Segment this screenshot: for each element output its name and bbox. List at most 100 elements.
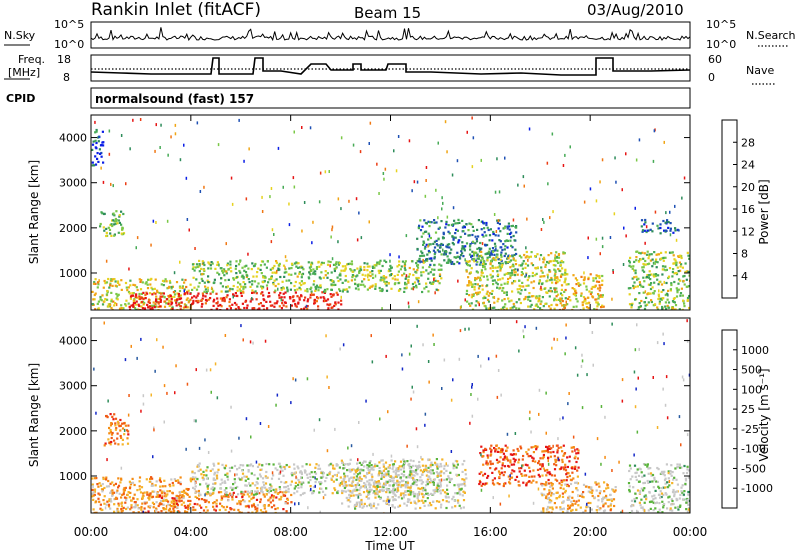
- data-point: [159, 146, 161, 149]
- data-point: [185, 447, 187, 451]
- data-point: [214, 362, 217, 366]
- data-point: [495, 230, 498, 233]
- data-point: [652, 261, 655, 265]
- data-point: [596, 437, 599, 441]
- data-point: [405, 234, 408, 238]
- data-point: [425, 179, 427, 182]
- data-point: [417, 499, 419, 503]
- nsky-tick-hi: 10^5: [54, 18, 84, 31]
- data-point: [498, 190, 501, 194]
- colorbar-tick-label: -500: [741, 462, 766, 475]
- data-point: [609, 236, 612, 239]
- data-point: [557, 457, 560, 461]
- data-point: [442, 248, 444, 252]
- data-point: [547, 182, 549, 186]
- data-point: [612, 269, 614, 272]
- data-point: [458, 357, 461, 361]
- data-point: [680, 443, 682, 447]
- data-point: [293, 185, 296, 189]
- power-axes: 1000 2000 3000 4000: [59, 115, 691, 310]
- data-point: [273, 233, 275, 236]
- data-point: [294, 378, 297, 382]
- data-point: [568, 392, 570, 395]
- data-point: [120, 134, 123, 137]
- data-point: [372, 452, 374, 456]
- data-point: [596, 511, 598, 513]
- data-point: [446, 150, 448, 154]
- data-point: [142, 510, 145, 513]
- data-point: [481, 242, 484, 246]
- data-point: [636, 430, 639, 434]
- colorbar-tick-label: 4: [741, 270, 748, 283]
- data-point: [494, 190, 497, 194]
- data-point: [599, 252, 601, 256]
- data-point: [509, 474, 511, 478]
- data-point: [433, 343, 435, 346]
- data-point: [621, 399, 624, 403]
- data-point: [618, 460, 620, 464]
- data-point: [277, 287, 279, 291]
- data-point: [625, 234, 627, 238]
- colorbar-tick-label: 8: [741, 248, 748, 261]
- nsky-panel-frame: [90, 21, 691, 49]
- data-point: [240, 324, 242, 328]
- power-ylabel: Slant Range [km]: [27, 160, 41, 264]
- data-point: [528, 127, 531, 131]
- data-point: [576, 373, 579, 377]
- data-point: [548, 491, 550, 495]
- data-point: [195, 419, 197, 423]
- data-point: [397, 135, 400, 138]
- data-point: [248, 505, 250, 509]
- nsearch-tick-hi: 10^5: [706, 18, 736, 31]
- data-point: [136, 356, 138, 360]
- data-point: [569, 145, 571, 149]
- data-point: [325, 334, 327, 338]
- data-point: [405, 274, 408, 278]
- nsearch-tick-lo: 10^0: [706, 38, 736, 51]
- data-point: [163, 384, 166, 388]
- data-point: [312, 220, 314, 224]
- data-point: [204, 493, 206, 497]
- data-point: [318, 200, 321, 204]
- data-point: [230, 405, 232, 409]
- data-point: [422, 258, 424, 262]
- data-point: [260, 486, 263, 490]
- data-point: [638, 138, 641, 142]
- data-point: [334, 427, 336, 431]
- nsky-tick-lo: 10^0: [54, 38, 84, 51]
- data-point: [662, 387, 664, 391]
- data-point: [416, 180, 419, 184]
- time-tick-label: 16:00: [473, 525, 508, 539]
- data-point: [674, 204, 676, 208]
- data-point: [112, 184, 114, 188]
- data-point: [493, 296, 496, 299]
- data-point: [634, 206, 636, 210]
- data-point: [104, 506, 107, 510]
- data-point: [174, 391, 176, 395]
- data-point: [442, 201, 444, 205]
- data-point: [135, 246, 137, 250]
- data-point: [600, 405, 603, 408]
- data-point: [105, 259, 108, 263]
- data-region: [141, 489, 293, 513]
- data-point: [319, 510, 321, 513]
- data-point: [154, 149, 156, 153]
- data-point: [495, 247, 497, 251]
- data-point: [195, 368, 197, 372]
- data-point: [652, 159, 655, 163]
- data-point: [368, 220, 370, 224]
- data-point: [328, 386, 330, 389]
- data-point: [636, 509, 638, 513]
- data-point: [408, 305, 410, 309]
- data-point: [574, 346, 577, 350]
- data-region: [103, 413, 130, 447]
- data-point: [398, 255, 400, 259]
- data-point: [290, 401, 292, 405]
- data-point: [174, 132, 177, 136]
- data-point: [293, 130, 295, 134]
- data-point: [538, 388, 541, 392]
- colorbar-tick-label: 100: [741, 383, 762, 396]
- data-point: [411, 385, 413, 389]
- data-point: [471, 165, 474, 169]
- data-point: [678, 415, 681, 419]
